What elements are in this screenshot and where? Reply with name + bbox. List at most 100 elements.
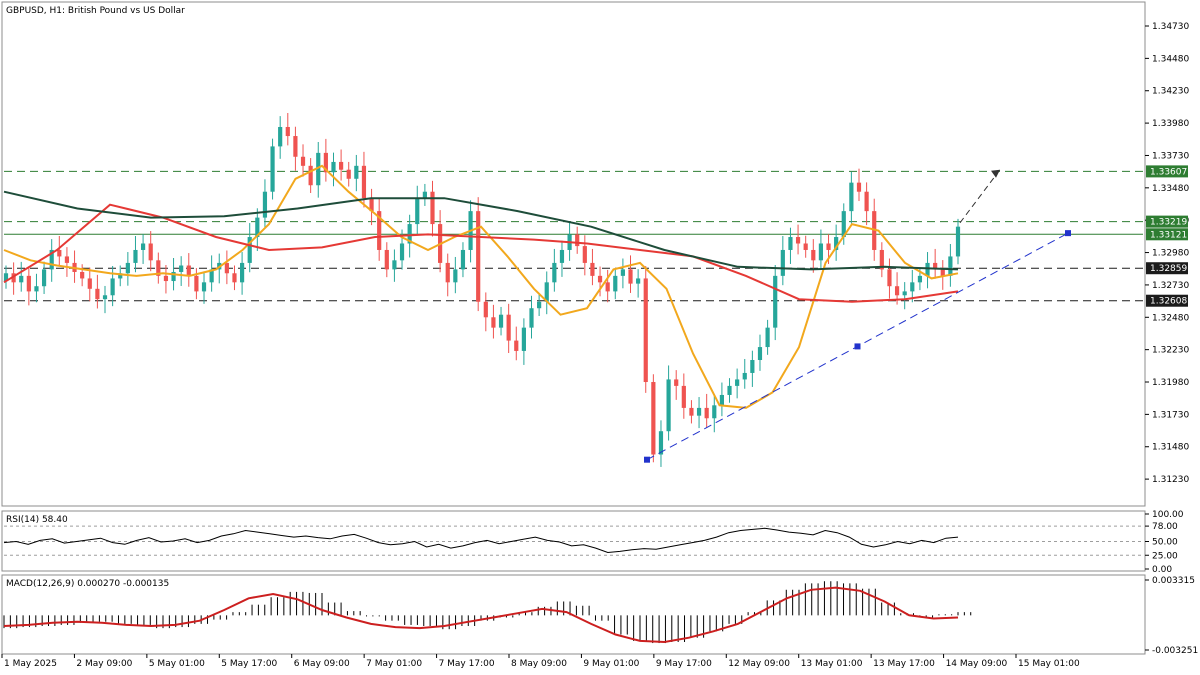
candles (3, 113, 961, 467)
rsi-title: RSI(14) 58.40 (6, 515, 68, 525)
candle-body (636, 278, 641, 284)
candle-body (955, 226, 961, 257)
candle-body (689, 407, 694, 416)
price-level-tag-bg (1146, 228, 1188, 241)
price-tick-label: 1.31980 (1152, 378, 1189, 388)
candle-body (148, 243, 153, 261)
price-tick-label: 1.31480 (1152, 443, 1189, 453)
candle-body (26, 275, 31, 292)
candle-body (316, 152, 321, 186)
candle-body (186, 265, 191, 276)
candle-body (788, 237, 793, 250)
rsi-tick-label: 50.00 (1152, 538, 1178, 548)
rsi-tick-label: 78.00 (1152, 522, 1178, 532)
candle-body (613, 275, 618, 292)
candle-body (140, 243, 146, 250)
price-level-value: 1.33121 (1150, 230, 1187, 240)
candle-body (727, 385, 732, 395)
candle-body (285, 126, 290, 137)
candle-body (247, 237, 252, 263)
candle-body (856, 182, 862, 192)
candle-body (331, 161, 336, 173)
candle-body (925, 262, 930, 276)
candle-body (163, 275, 169, 282)
price-tick-label: 1.31230 (1152, 475, 1189, 485)
candle-body (712, 405, 717, 419)
candle-body (41, 269, 47, 287)
candle-body (658, 431, 664, 455)
candle-body (399, 243, 405, 261)
candle-body (11, 273, 16, 283)
price-tick-label: 1.34480 (1152, 54, 1189, 64)
candle-body (201, 282, 207, 292)
rsi-axis: 100.00 78.00 50.00 25.00 0.00 (1145, 510, 1184, 575)
candle-body (460, 249, 466, 270)
time-tick-label: 15 May 01:00 (1018, 659, 1080, 669)
candle-body (780, 249, 785, 276)
candle-body (795, 237, 801, 244)
price-level-tag-bg (1146, 165, 1188, 178)
price-levels (4, 170, 1143, 302)
candle-body (87, 278, 92, 289)
price-level-tag: 1.33121 (1146, 228, 1188, 241)
candle-body (339, 161, 344, 170)
candle-body (453, 269, 458, 283)
time-axis: 1 May 2025 2 May 09:00 5 May 01:00 5 May 17… (1, 654, 1080, 669)
candle-body (628, 269, 633, 284)
rsi-line (3, 527, 959, 554)
candle-body (940, 269, 945, 276)
price-level-labels: 1.33607 1.33219 1.33121 1.32859 1.32608 (1146, 165, 1188, 307)
time-tick-label: 6 May 09:00 (294, 659, 350, 669)
price-tick-label: 1.32480 (1152, 313, 1189, 323)
candle-body (156, 260, 161, 276)
candle-body (651, 382, 656, 455)
macd-title: MACD(12,26,9) 0.000270 -0.000135 (6, 579, 169, 589)
candle-body (407, 224, 412, 244)
moving-average-line (3, 164, 959, 409)
rsi-line-path (3, 527, 959, 554)
macd-tick-label: 0.003315 (1152, 576, 1195, 586)
candle-body (445, 262, 450, 283)
trendline-anchor[interactable] (644, 456, 650, 463)
time-tick-label: 14 May 09:00 (946, 659, 1008, 669)
candle-body (590, 262, 595, 276)
candle-body (620, 269, 625, 276)
rsi-tick-label: 100.00 (1152, 510, 1184, 520)
candle-body (57, 249, 62, 257)
price-tick-label: 1.33730 (1152, 151, 1189, 161)
candle-body (765, 327, 770, 348)
rsi-panel[interactable]: RSI(14) 58.40 100.00 78.00 50.00 25.00 0.00 (1, 510, 1184, 575)
candle-body (506, 314, 511, 341)
candle-body (209, 269, 214, 283)
candle-body (232, 273, 237, 283)
time-tick-label: 7 May 01:00 (366, 659, 422, 669)
price-level-value: 1.33219 (1150, 218, 1187, 228)
candle-body (742, 372, 747, 380)
price-level-tag: 1.32859 (1146, 262, 1188, 275)
candle-body (841, 211, 846, 238)
candle-body (582, 246, 587, 263)
time-tick-label: 13 May 17:00 (873, 659, 935, 669)
time-tick-label: 7 May 17:00 (439, 659, 495, 669)
trendline-group[interactable] (644, 169, 1071, 463)
macd-panel[interactable]: MACD(12,26,9) 0.000270 -0.000135 0.00331… (1, 574, 1198, 656)
candle-body (773, 275, 778, 328)
candle-body (392, 260, 397, 270)
candle-body (735, 379, 740, 386)
trendline-midpoint[interactable] (854, 343, 861, 350)
macd-signal-line (3, 586, 959, 644)
price-tick-label: 1.34730 (1152, 22, 1189, 32)
price-panel[interactable]: GBPUSD, H1: British Pound vs US Dollar 1… (1, 1, 1189, 507)
price-level-tag-bg (1146, 294, 1188, 307)
price-level-tag: 1.33607 (1146, 165, 1188, 178)
time-tick-label: 12 May 09:00 (728, 659, 790, 669)
trendline-anchor[interactable] (1065, 230, 1071, 237)
candle-body (849, 182, 854, 212)
time-tick-label: 8 May 09:00 (511, 659, 567, 669)
projection-arrow-line (959, 169, 1001, 224)
price-panel-frame (1, 1, 1146, 507)
candle-body (278, 126, 283, 147)
candle-body (514, 340, 519, 351)
time-tick-label: 5 May 01:00 (149, 659, 205, 669)
